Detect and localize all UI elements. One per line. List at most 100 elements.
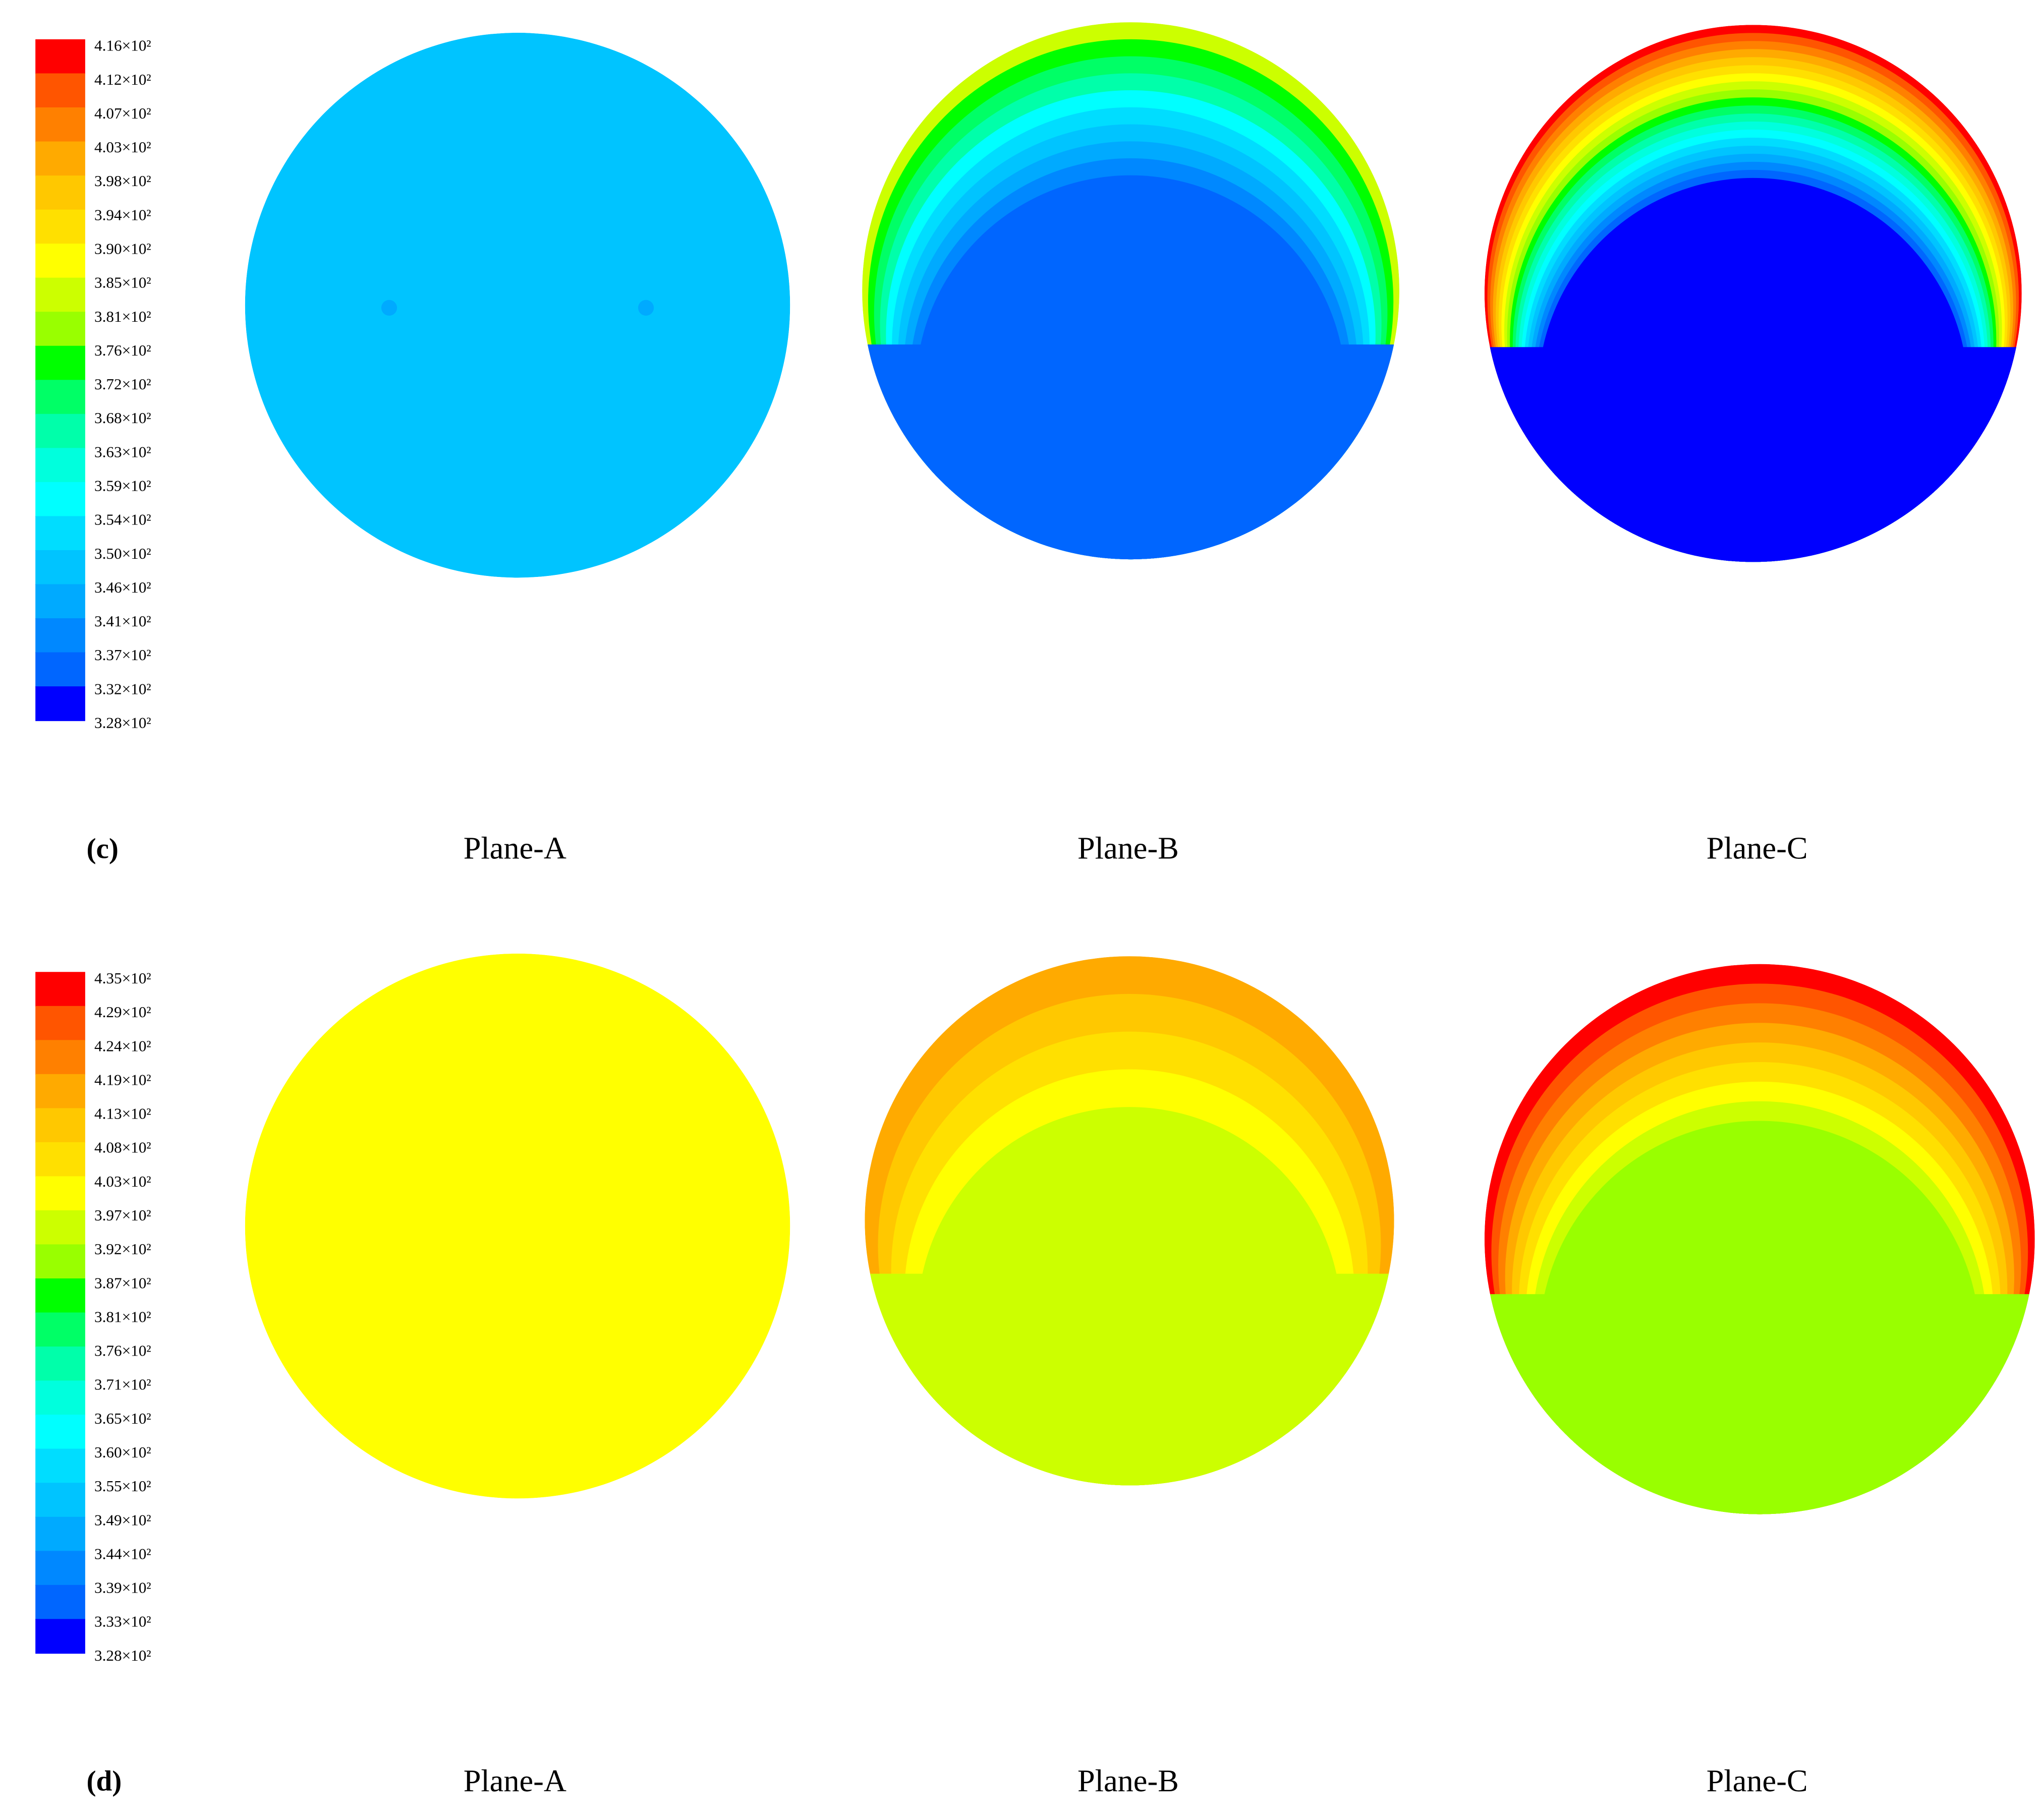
colorbar-label: 3.87×10² — [94, 1274, 151, 1292]
colorbar-label: 3.98×10² — [94, 172, 151, 190]
colorbar-label: 3.63×10² — [94, 443, 151, 460]
colorbar-label: 3.28×10² — [94, 714, 151, 732]
plane-title: Plane-A — [464, 1764, 566, 1798]
plane-title: Plane-B — [1077, 1764, 1179, 1798]
colorbar-swatch — [35, 244, 85, 278]
colorbar-label: 3.44×10² — [94, 1545, 151, 1562]
contour-region — [245, 32, 790, 578]
colorbar-swatch — [35, 1483, 85, 1518]
colorbar-label: 3.60×10² — [94, 1443, 151, 1461]
colorbar-label: 3.37×10² — [94, 646, 151, 664]
colorbar-label: 3.65×10² — [94, 1410, 151, 1427]
contour-plot — [1484, 25, 2022, 562]
panel-label: (d) — [86, 1766, 122, 1797]
plane-title: Plane-A — [464, 831, 566, 866]
colorbar-label: 3.85×10² — [94, 274, 151, 291]
colorbar-swatch — [35, 1619, 85, 1654]
colorbar-label: 4.24×10² — [94, 1037, 151, 1055]
colorbar-label: 3.28×10² — [94, 1647, 151, 1664]
colorbar-swatch — [35, 380, 85, 415]
colorbar-label: 4.08×10² — [94, 1139, 151, 1156]
colorbar-label: 4.03×10² — [94, 1173, 151, 1190]
colorbar-label: 4.12×10² — [94, 71, 151, 88]
colorbar-swatch — [35, 972, 85, 1007]
colorbar-swatch — [35, 1244, 85, 1279]
colorbar-label: 3.92×10² — [94, 1240, 151, 1258]
colorbar-swatch — [35, 1142, 85, 1177]
colorbar-swatch — [35, 1448, 85, 1484]
contour-region — [1484, 1294, 2035, 1514]
colorbar-swatch — [35, 414, 85, 449]
colorbar-label: 3.55×10² — [94, 1477, 151, 1495]
colorbar-swatch — [35, 1312, 85, 1348]
colorbar-swatch — [35, 516, 85, 551]
colorbar-label: 3.94×10² — [94, 206, 151, 223]
colorbar-swatch — [35, 141, 85, 177]
colorbar-label: 3.33×10² — [94, 1613, 151, 1630]
colorbar-label: 3.39×10² — [94, 1579, 151, 1597]
colorbar-swatch — [35, 175, 85, 210]
colorbar-swatch — [35, 1210, 85, 1245]
colorbar-swatch — [35, 448, 85, 483]
colorbar: 4.35×10² 4.29×10² 4.24×10² 4.19×10² 4.13×10²… — [35, 969, 151, 1664]
contour-region — [865, 1273, 1394, 1486]
colorbar-label: 4.16×10² — [94, 37, 151, 54]
contour-plot — [862, 22, 1400, 560]
colorbar-swatch — [35, 312, 85, 347]
plane-title: Plane-B — [1077, 831, 1179, 866]
colorbar-label: 3.50×10² — [94, 545, 151, 562]
colorbar-swatch — [35, 1346, 85, 1381]
colorbar-swatch — [35, 652, 85, 687]
colorbar-label: 3.68×10² — [94, 409, 151, 427]
colorbar-swatch — [35, 345, 85, 381]
colorbar-swatch — [35, 73, 85, 108]
colorbar-swatch — [35, 1040, 85, 1075]
contour-region — [245, 953, 790, 1499]
contour-region — [862, 344, 1400, 560]
colorbar-swatch — [35, 1278, 85, 1313]
colorbar-swatch — [35, 1108, 85, 1143]
colorbar-swatch — [35, 209, 85, 245]
colorbar-label: 4.29×10² — [94, 1003, 151, 1021]
colorbar-swatch — [35, 39, 85, 74]
colorbar-swatch — [35, 1516, 85, 1552]
colorbar-label: 4.03×10² — [94, 138, 151, 156]
colorbar-label: 3.90×10² — [94, 240, 151, 258]
colorbar-label: 3.72×10² — [94, 375, 151, 393]
colorbar-label: 3.81×10² — [94, 308, 151, 325]
colorbar-label: 4.35×10² — [94, 969, 151, 987]
colorbar-label: 3.46×10² — [94, 578, 151, 596]
colorbar-swatch — [35, 277, 85, 313]
contour-plot — [245, 953, 790, 1499]
colorbar-swatch — [35, 1176, 85, 1211]
colorbar-swatch — [35, 107, 85, 142]
colorbar-swatch — [35, 1551, 85, 1586]
colorbar-swatch — [35, 1074, 85, 1109]
colorbar-swatch — [35, 618, 85, 653]
colorbar-label: 3.71×10² — [94, 1376, 151, 1393]
colorbar-swatch — [35, 1585, 85, 1620]
colorbar-swatch — [35, 584, 85, 619]
probe-dot — [381, 300, 398, 316]
colorbar-swatch — [35, 550, 85, 585]
colorbar-label: 3.97×10² — [94, 1206, 151, 1224]
colorbar-label: 3.59×10² — [94, 477, 151, 495]
colorbar-swatch — [35, 482, 85, 517]
colorbar-label: 4.19×10² — [94, 1071, 151, 1088]
contour-region — [1484, 347, 2022, 562]
colorbar-label: 3.32×10² — [94, 680, 151, 697]
colorbar-label: 3.41×10² — [94, 612, 151, 630]
contour-plot — [865, 956, 1394, 1486]
plane-title: Plane-C — [1707, 1764, 1808, 1798]
plane-title: Plane-C — [1707, 831, 1808, 866]
colorbar-label: 3.49×10² — [94, 1511, 151, 1529]
contour-plot — [1484, 964, 2035, 1514]
contour-plot — [245, 32, 790, 578]
colorbar-label: 3.54×10² — [94, 511, 151, 529]
panel-label: (c) — [86, 833, 118, 864]
colorbar: 4.16×10² 4.12×10² 4.07×10² 4.03×10² 3.98×10²… — [35, 37, 151, 732]
colorbar-swatch — [35, 1415, 85, 1449]
colorbar-label: 3.76×10² — [94, 341, 151, 359]
colorbar-swatch — [35, 686, 85, 721]
